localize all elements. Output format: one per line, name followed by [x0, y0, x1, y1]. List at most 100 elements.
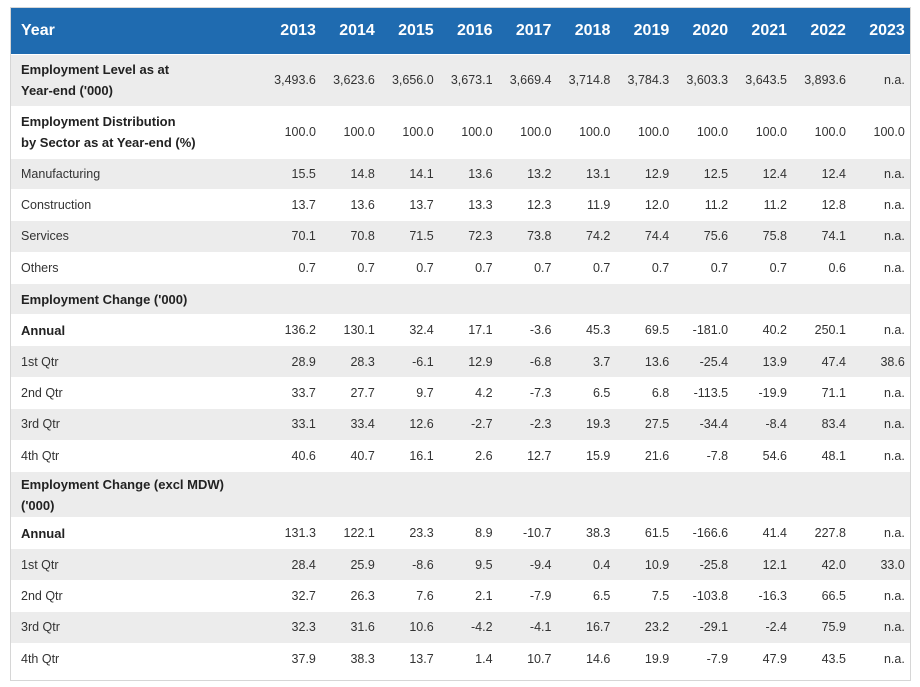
cell-2021: 47.9	[734, 642, 794, 675]
row-label: Annual	[11, 314, 263, 346]
cell-2018: 6.5	[557, 579, 617, 612]
cell-2023: 100.0	[851, 105, 910, 158]
cell-2022: 0.6	[793, 251, 852, 284]
row-label-line: Employment Change (excl MDW)	[21, 476, 224, 492]
cell-2013: 37.9	[263, 642, 322, 675]
cell-2021: 12.4	[734, 157, 794, 190]
cell-2023: n.a.	[851, 314, 910, 346]
cell-2023: n.a.	[851, 517, 910, 549]
cell-2018: 16.7	[557, 611, 617, 644]
cell-2018: 0.7	[557, 251, 617, 284]
cell-2019: 10.9	[616, 548, 676, 581]
row-label-line: Services	[21, 229, 69, 244]
cell-2021: -8.4	[734, 408, 794, 441]
header-year-2015: 2015	[380, 8, 440, 54]
cell-2018: 11.9	[557, 188, 617, 221]
cell-2019: 7.5	[616, 579, 676, 612]
cell-2022: 75.9	[793, 611, 852, 644]
header-year-2014: 2014	[321, 8, 381, 54]
cell-2014: 38.3	[321, 642, 381, 675]
row-label-line: 2nd Qtr	[21, 588, 63, 603]
row-label-line: 3rd Qtr	[21, 417, 60, 432]
cell-2015: 10.6	[380, 611, 440, 644]
table-row: 4th Qtr 40.6 40.7 16.1 2.6 12.7 15.9 21.6 -7.8 54…	[11, 439, 910, 472]
table-row: 2nd Qtr 32.7 26.3 7.6 2.1 -7.9 6.5 7.5 -103.8 -16…	[11, 579, 910, 612]
cell-2017: -7.9	[498, 579, 558, 612]
cell-2021: 40.2	[734, 314, 794, 346]
cell-2021: -16.3	[734, 579, 794, 612]
cell-2018: 3,714.8	[557, 53, 617, 106]
table-body: Employment Level as at Year-end ('000) 3,4…	[11, 53, 910, 675]
cell-2015: 13.7	[380, 188, 440, 221]
header-year-2013: 2013	[263, 8, 322, 54]
row-label: 2nd Qtr	[11, 376, 263, 409]
table-header-row: Year 2013 2014 2015 2016 2017 2018 2019 2020 202…	[11, 8, 910, 54]
cell-2022: 43.5	[793, 642, 852, 675]
cell-2023: 38.6	[851, 345, 910, 378]
row-label: Employment Level as at Year-end ('000)	[11, 53, 263, 106]
cell-2019: 19.9	[616, 642, 676, 675]
cell-2022: 227.8	[793, 517, 852, 549]
cell-2014: 3,623.6	[321, 53, 381, 106]
cell-2013: 13.7	[263, 188, 322, 221]
table-row: Employment Distribution by Sector as at Y…	[11, 105, 910, 158]
cell-2013: 3,493.6	[263, 53, 322, 106]
cell-2015: 9.7	[380, 376, 440, 409]
header-year-2020: 2020	[675, 8, 735, 54]
cell-2015: 100.0	[380, 105, 440, 158]
cell-2015: 12.6	[380, 408, 440, 441]
cell-2016: 13.3	[439, 188, 499, 221]
cell-2016: 3,673.1	[439, 53, 499, 106]
cell-2022: 42.0	[793, 548, 852, 581]
cell-2021: 41.4	[734, 517, 794, 549]
cell-2016: 100.0	[439, 105, 499, 158]
cell-2017: 12.3	[498, 188, 558, 221]
row-label-line: Construction	[21, 198, 92, 213]
row-label: Employment Change ('000)	[11, 283, 910, 315]
cell-2023: n.a.	[851, 251, 910, 284]
cell-2018: 0.4	[557, 548, 617, 581]
header-year-2018: 2018	[557, 8, 617, 54]
employment-table: Year 2013 2014 2015 2016 2017 2018 2019 2020 202…	[11, 8, 910, 675]
table-row: 2nd Qtr 33.7 27.7 9.7 4.2 -7.3 6.5 6.8 -113.5 -19…	[11, 376, 910, 409]
cell-2016: 8.9	[439, 517, 499, 549]
row-label: 3rd Qtr	[11, 611, 263, 644]
cell-2014: 25.9	[321, 548, 381, 581]
cell-2016: 13.6	[439, 157, 499, 190]
cell-2020: 0.7	[675, 251, 735, 284]
cell-2013: 70.1	[263, 220, 322, 253]
table-row: 3rd Qtr 32.3 31.6 10.6 -4.2 -4.1 16.7 23.2 -29.1…	[11, 611, 910, 644]
table-row: Services 70.1 70.8 71.5 72.3 73.8 74.2 74.4 75.6…	[11, 220, 910, 253]
cell-2016: 17.1	[439, 314, 499, 346]
cell-2023: n.a.	[851, 157, 910, 190]
row-label: 2nd Qtr	[11, 579, 263, 612]
cell-2016: 72.3	[439, 220, 499, 253]
cell-2014: 26.3	[321, 579, 381, 612]
cell-2023: 33.0	[851, 548, 910, 581]
header-year-2016: 2016	[439, 8, 499, 54]
row-label-line: 4th Qtr	[21, 652, 60, 667]
cell-2017: 0.7	[498, 251, 558, 284]
cell-2015: 0.7	[380, 251, 440, 284]
cell-2016: 2.6	[439, 439, 499, 472]
header-year-2017: 2017	[498, 8, 558, 54]
cell-2020: -25.8	[675, 548, 735, 581]
table-row: Others 0.7 0.7 0.7 0.7 0.7 0.7 0.7 0.7 0.7 0.6 n.a.	[11, 251, 910, 284]
cell-2022: 74.1	[793, 220, 852, 253]
cell-2020: 12.5	[675, 157, 735, 190]
cell-2022: 71.1	[793, 376, 852, 409]
cell-2016: 9.5	[439, 548, 499, 581]
cell-2019: 0.7	[616, 251, 676, 284]
cell-2017: 3,669.4	[498, 53, 558, 106]
cell-2015: 14.1	[380, 157, 440, 190]
cell-2015: 3,656.0	[380, 53, 440, 106]
row-label-line: Employment Change ('000)	[21, 291, 188, 307]
table-row: Employment Change (excl MDW) ('000)	[11, 471, 910, 518]
cell-2014: 122.1	[321, 517, 381, 549]
cell-2023: n.a.	[851, 376, 910, 409]
row-label: 4th Qtr	[11, 642, 263, 675]
cell-2015: 7.6	[380, 579, 440, 612]
cell-2020: -7.8	[675, 439, 735, 472]
table-row: Employment Change ('000)	[11, 283, 910, 315]
cell-2021: 3,643.5	[734, 53, 794, 106]
